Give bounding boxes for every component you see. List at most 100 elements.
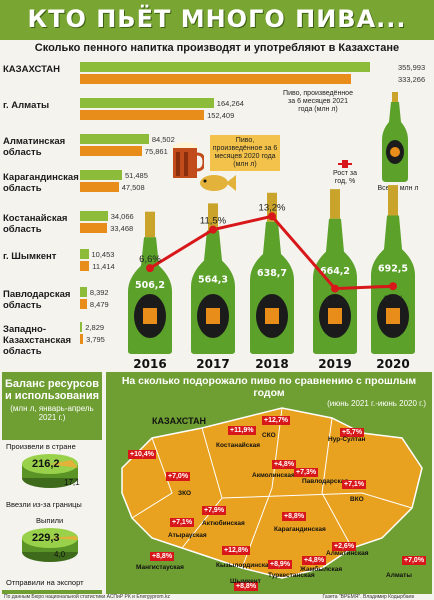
- footer-credit: Газета "ВРЕМЯ". Владимир Кодырбаев: [322, 594, 414, 600]
- balance-title: Баланс ресурсов и использования: [4, 378, 100, 402]
- growth-label: 4,0%: [324, 297, 346, 308]
- imported-label: Ввезли из-за границы: [6, 500, 82, 509]
- produced-value: 10,453: [91, 250, 115, 259]
- map-subtitle: (июнь 2021 г.-июнь 2020 г.): [327, 399, 426, 408]
- year-label: 2018: [255, 357, 288, 371]
- price-tag: +8,9%: [268, 560, 293, 569]
- region-name: Туркестанская: [268, 572, 315, 579]
- produced-bar: [80, 322, 83, 332]
- legend-growth-icon: [338, 156, 352, 168]
- growth-point: [389, 282, 397, 291]
- produced-note: Пиво, произведённое за 6 месяцев 2021 го…: [283, 90, 353, 113]
- region-label: Павлодарская область: [3, 289, 71, 311]
- consumed-value: 33,468: [110, 224, 134, 233]
- volume-label: 564,3: [198, 275, 228, 286]
- price-tag: +12,7%: [262, 416, 290, 425]
- growth-point: [331, 284, 339, 293]
- produced-value: 216,2: [32, 458, 60, 470]
- price-tag: +7,1%: [342, 480, 367, 489]
- region-name: Алматинская: [326, 550, 369, 557]
- price-tag: +11,9%: [228, 426, 256, 435]
- region-name: Актюбинская: [202, 520, 245, 527]
- region-label: Карагандинская область: [3, 172, 79, 194]
- produced-bar: [80, 170, 122, 180]
- consumed-value: 8,479: [89, 300, 109, 309]
- price-tag: +8,8%: [150, 552, 175, 561]
- produced-value: 51,485: [124, 171, 148, 180]
- produced-bar: [80, 249, 89, 259]
- footer-source: По данным Бюро национальной статистики А…: [4, 594, 170, 600]
- region-name: Жамбылская: [300, 566, 343, 573]
- growth-label: 13,2%: [259, 202, 286, 213]
- growth-point: [146, 264, 154, 273]
- consumed-bar: [80, 74, 352, 84]
- volume-label: 692,5: [378, 263, 408, 274]
- volume-label: 664,2: [320, 266, 350, 277]
- consumed-bar: [80, 334, 84, 344]
- price-tag: +7,9%: [202, 506, 227, 515]
- kazakhstan-map: [121, 407, 423, 579]
- produced-bar: [80, 211, 108, 221]
- region-name: Акмолинская: [252, 472, 295, 479]
- imported-value: 17,1: [64, 478, 80, 487]
- price-tag: +5,7%: [340, 428, 365, 437]
- region-name: Павлодарская: [302, 478, 349, 485]
- produced-bar: [80, 62, 370, 72]
- bottle-bar: [191, 203, 235, 354]
- produced-disc: [20, 452, 80, 490]
- consumed-value: 75,861: [144, 147, 168, 156]
- consumed-bar: [80, 146, 142, 156]
- legend-bottle-icon: [382, 92, 408, 182]
- produced-value: 84,502: [151, 135, 175, 144]
- produced-value: 355,993: [398, 63, 426, 72]
- price-tag: +7,0%: [402, 556, 427, 565]
- beer-mug-icon: [170, 140, 206, 180]
- balance-subtitle: (млн л, январь-апрель 2021 г.): [10, 404, 94, 422]
- price-tag: +7,1%: [170, 518, 195, 527]
- map-panel: На сколько подорожало пиво по сравнению …: [106, 372, 432, 594]
- year-label: 2020: [376, 357, 409, 371]
- year-label: 2017: [196, 357, 229, 371]
- produced-value: 2,829: [85, 323, 105, 332]
- footer: По данным Бюро национальной статистики А…: [0, 594, 434, 600]
- region-label: Костанайская область: [3, 213, 68, 235]
- produced-value: 8,392: [89, 288, 109, 297]
- fish-icon: [196, 172, 236, 194]
- consumed-value: 3,795: [86, 335, 105, 344]
- produced-bar: [80, 134, 149, 144]
- growth-label: 4,3%: [382, 294, 404, 305]
- country-label: КАЗАХСТАН: [152, 416, 206, 426]
- growth-label: 11,5%: [200, 216, 227, 227]
- region-label: Алматинская область: [3, 136, 66, 158]
- price-tag: +7,3%: [294, 468, 319, 477]
- consumed-value: 11,414: [92, 262, 115, 271]
- growth-point: [268, 212, 276, 221]
- region-name: ЗКО: [178, 490, 192, 497]
- growth-label: 6,6%: [139, 254, 161, 265]
- region-name: Костанайская: [216, 442, 261, 449]
- exported-value: 4,0: [54, 550, 66, 559]
- year-label: 2019: [318, 357, 351, 371]
- consumed-bar: [80, 110, 205, 120]
- produced-label: Произвели в стране: [6, 442, 76, 451]
- bottle-bar: [128, 211, 172, 354]
- price-tag: +8,8%: [234, 582, 259, 591]
- region-label: Западно-Казахстанская область: [3, 324, 72, 357]
- consumed-bar: [80, 299, 87, 309]
- region-name: Мангистауская: [136, 564, 184, 571]
- region-name: Атырауская: [168, 532, 207, 539]
- consumed-bar: [80, 182, 119, 192]
- region-name: Шымкент: [230, 578, 261, 585]
- produced-value: 164,264: [216, 99, 244, 108]
- region-name: Нур-Султан: [328, 436, 366, 443]
- consumed-bar: [80, 223, 108, 233]
- price-tag: +4,8%: [302, 556, 327, 565]
- drank-disc: [20, 526, 80, 564]
- consumed-note: Пиво, произведённое за 6 месяцев 2020 го…: [210, 135, 280, 171]
- legend-growth: Рост за год, %: [332, 170, 357, 185]
- price-tag: +7,0%: [166, 472, 191, 481]
- year-label: 2016: [133, 357, 166, 371]
- bottle-chart: 506,2 2016 564,3 2017 638,7 2018 664,2 2019 692,…: [128, 185, 415, 371]
- price-tag: +12,8%: [222, 546, 250, 555]
